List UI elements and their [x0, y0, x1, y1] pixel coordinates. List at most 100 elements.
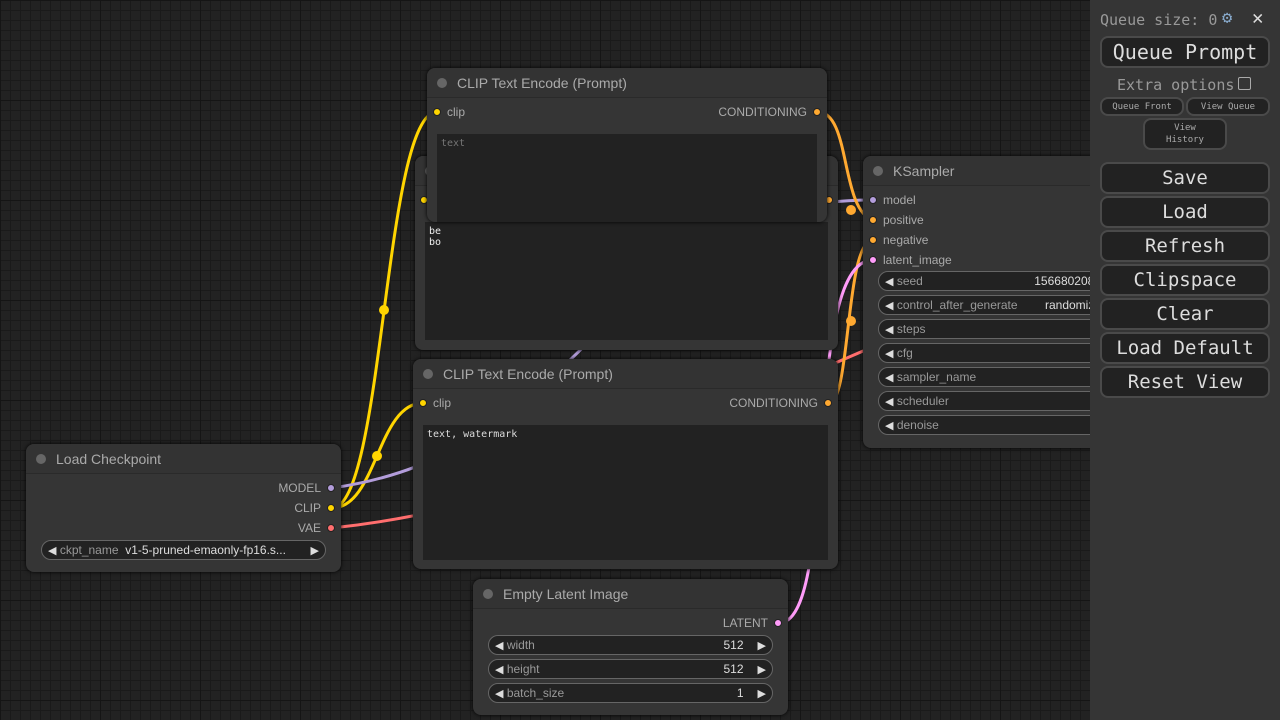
empty-latent-image-node[interactable]: Empty Latent Image LATENT ◀ width 512 ▶ ◀ h…: [473, 579, 788, 715]
widget-control-after-generate[interactable]: ◀ control_after_generate randomize: [878, 295, 1090, 315]
positive-input[interactable]: positive: [869, 210, 924, 230]
output-slot[interactable]: [774, 619, 782, 627]
node-title-bar[interactable]: CLIP Text Encode (Prompt): [427, 68, 827, 98]
model-input[interactable]: model: [869, 190, 916, 210]
widget-label: denoise: [896, 418, 939, 432]
node-title-bar[interactable]: Load Checkpoint: [26, 444, 341, 474]
node-title: Load Checkpoint: [56, 450, 162, 467]
close-icon[interactable]: ✕: [1252, 7, 1264, 29]
clipspace-button[interactable]: Clipspace: [1100, 264, 1270, 296]
clip-output[interactable]: CLIP: [294, 498, 335, 518]
clip-input[interactable]: clip: [419, 393, 451, 413]
collapse-dot-icon[interactable]: [36, 453, 46, 464]
graph-canvas[interactable]: be bo CLIP Text Encode (Prompt) clip CON…: [0, 0, 1090, 720]
input-slot[interactable]: [869, 236, 877, 244]
arrow-left-icon[interactable]: ◀: [885, 275, 894, 288]
clip-input-slot[interactable]: [433, 108, 441, 116]
ckpt-name-combo[interactable]: ◀ ckpt_name v1-5-pruned-emaonly-fp16.s..…: [41, 540, 326, 560]
node-title-bar[interactable]: CLIP Text Encode (Prompt): [413, 359, 838, 389]
node-title-bar[interactable]: KSampler: [863, 156, 1090, 186]
arrow-left-icon[interactable]: ◀: [885, 419, 894, 432]
collapse-dot-icon[interactable]: [423, 368, 433, 379]
widget-denoise[interactable]: ◀ denoise: [878, 415, 1090, 435]
widget-seed[interactable]: ◀ seed 1566802087: [878, 271, 1090, 291]
slot-label: clip: [447, 105, 466, 119]
link-positive-midpoint[interactable]: [846, 205, 856, 215]
output-slot[interactable]: [327, 504, 335, 512]
collapse-dot-icon[interactable]: [437, 77, 447, 88]
load-checkpoint-node[interactable]: Load Checkpoint MODEL CLIP VAE ◀ ckpt_na…: [26, 444, 341, 572]
collapse-dot-icon[interactable]: [483, 588, 493, 599]
negative-input[interactable]: negative: [869, 230, 928, 250]
load-default-button[interactable]: Load Default: [1100, 332, 1270, 364]
arrow-left-icon[interactable]: ◀: [885, 347, 894, 360]
gear-icon[interactable]: ⚙: [1222, 8, 1233, 28]
clip-input[interactable]: clip: [433, 102, 465, 122]
widget-label: scheduler: [896, 394, 949, 408]
widget-cfg[interactable]: ◀ cfg: [878, 343, 1090, 363]
input-slot[interactable]: [869, 256, 877, 264]
clip-input-slot[interactable]: [419, 399, 427, 407]
arrow-left-icon[interactable]: ◀: [885, 299, 894, 312]
arrow-right-icon[interactable]: ▶: [757, 639, 766, 652]
latent-image-input[interactable]: latent_image: [869, 250, 952, 270]
extra-options-checkbox[interactable]: [1238, 77, 1251, 90]
slot-label: CONDITIONING: [718, 105, 807, 119]
clear-button[interactable]: Clear: [1100, 298, 1270, 330]
arrow-left-icon[interactable]: ◀: [885, 371, 894, 384]
arrow-left-icon[interactable]: ◀: [885, 323, 894, 336]
arrow-right-icon[interactable]: ▶: [310, 544, 319, 557]
conditioning-output[interactable]: CONDITIONING: [718, 102, 821, 122]
link-negative-midpoint[interactable]: [846, 316, 856, 326]
arrow-left-icon[interactable]: ◀: [495, 687, 504, 700]
vae-output[interactable]: VAE: [298, 518, 335, 538]
arrow-left-icon[interactable]: ◀: [495, 663, 504, 676]
conditioning-output-slot[interactable]: [824, 399, 832, 407]
prompt-textarea[interactable]: be bo: [425, 222, 828, 340]
arrow-left-icon[interactable]: ◀: [495, 639, 504, 652]
widget-batch-size[interactable]: ◀ batch_size 1 ▶: [488, 683, 773, 703]
queue-prompt-button[interactable]: Queue Prompt: [1100, 36, 1270, 68]
model-output[interactable]: MODEL: [278, 478, 335, 498]
widget-sampler-name[interactable]: ◀ sampler_name: [878, 367, 1090, 387]
node-title: CLIP Text Encode (Prompt): [457, 74, 627, 91]
widget-width[interactable]: ◀ width 512 ▶: [488, 635, 773, 655]
slot-label: model: [883, 193, 916, 207]
arrow-left-icon[interactable]: ◀: [885, 395, 894, 408]
clip-text-encode-node-negative[interactable]: CLIP Text Encode (Prompt) clip CONDITION…: [413, 359, 838, 569]
view-history-button[interactable]: View History: [1143, 118, 1227, 150]
widget-label: batch_size: [506, 686, 565, 700]
widget-height[interactable]: ◀ height 512 ▶: [488, 659, 773, 679]
arrow-left-icon[interactable]: ◀: [48, 544, 57, 557]
output-slot[interactable]: [327, 524, 335, 532]
arrow-right-icon[interactable]: ▶: [757, 687, 766, 700]
arrow-right-icon[interactable]: ▶: [757, 663, 766, 676]
widget-scheduler[interactable]: ◀ scheduler: [878, 391, 1090, 411]
node-title: Empty Latent Image: [503, 585, 629, 602]
reset-view-button[interactable]: Reset View: [1100, 366, 1270, 398]
slot-label: MODEL: [278, 481, 321, 495]
load-button[interactable]: Load: [1100, 196, 1270, 228]
ksampler-node[interactable]: KSampler model positive negative latent_…: [863, 156, 1090, 448]
input-slot[interactable]: [869, 216, 877, 224]
latent-output[interactable]: LATENT: [723, 613, 782, 633]
input-slot[interactable]: [869, 196, 877, 204]
link-clip-top-midpoint[interactable]: [379, 305, 389, 315]
refresh-button[interactable]: Refresh: [1100, 230, 1270, 262]
clip-text-encode-node-positive[interactable]: CLIP Text Encode (Prompt) clip CONDITION…: [427, 68, 827, 222]
link-clip-bottom-midpoint[interactable]: [372, 451, 382, 461]
widget-value: 1566802087: [1034, 274, 1090, 288]
widget-steps[interactable]: ◀ steps: [878, 319, 1090, 339]
sidebar-menu: Queue size: 0 ⚙ ✕ Queue Prompt Extra opt…: [1090, 0, 1280, 720]
node-title-bar[interactable]: Empty Latent Image: [473, 579, 788, 609]
prompt-textarea[interactable]: [437, 134, 817, 222]
output-slot[interactable]: [327, 484, 335, 492]
prompt-textarea[interactable]: text, watermark: [423, 425, 828, 560]
slot-label: CLIP: [294, 501, 321, 515]
queue-front-button[interactable]: Queue Front: [1100, 97, 1184, 116]
conditioning-output[interactable]: CONDITIONING: [729, 393, 832, 413]
save-button[interactable]: Save: [1100, 162, 1270, 194]
collapse-dot-icon[interactable]: [873, 165, 883, 176]
view-queue-button[interactable]: View Queue: [1186, 97, 1270, 116]
conditioning-output-slot[interactable]: [813, 108, 821, 116]
